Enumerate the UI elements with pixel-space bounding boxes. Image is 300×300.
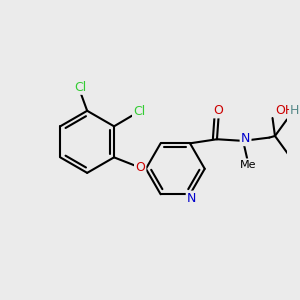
Text: H: H (290, 104, 299, 117)
Text: Me: Me (240, 160, 256, 170)
Text: N: N (241, 132, 250, 145)
Text: Cl: Cl (133, 105, 145, 118)
Text: N: N (187, 192, 196, 205)
Text: Cl: Cl (74, 81, 87, 94)
Text: O: O (135, 161, 145, 174)
Text: OH: OH (275, 104, 294, 117)
Text: O: O (214, 104, 224, 117)
